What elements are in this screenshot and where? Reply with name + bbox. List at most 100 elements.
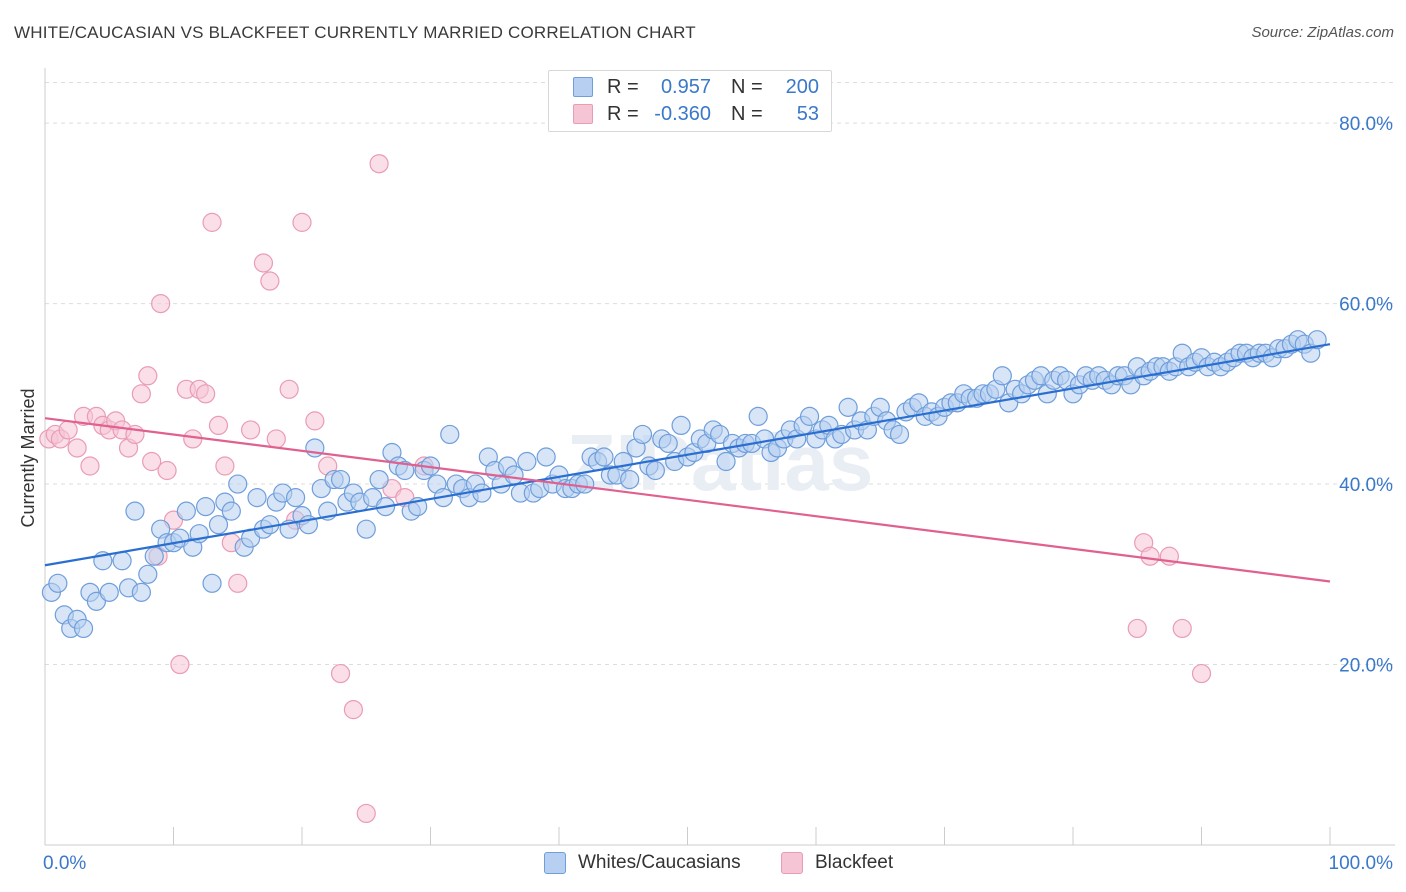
- legend-r-value: 0.957: [660, 75, 711, 98]
- point-blackfeet: [170, 654, 190, 675]
- point-blackfeet: [151, 293, 171, 314]
- point-blackfeet: [266, 429, 286, 449]
- point-whites: [658, 433, 678, 454]
- chart-title: WHITE/CAUCASIAN VS BLACKFEET CURRENTLY M…: [14, 23, 696, 42]
- point-whites: [645, 460, 665, 481]
- point-whites: [73, 618, 94, 639]
- legend-row-blackfeet: R = -0.360 N = 53: [573, 102, 819, 126]
- point-whites: [144, 546, 164, 566]
- point-blackfeet: [1140, 546, 1160, 566]
- point-whites: [125, 501, 145, 521]
- legend-r-value: -0.360: [654, 102, 711, 125]
- point-whites: [176, 501, 196, 521]
- point-blackfeet: [253, 253, 274, 273]
- source-label: Source: ZipAtlas.com: [1251, 24, 1394, 41]
- point-whites: [517, 451, 537, 472]
- legend-n-label: N =: [731, 75, 763, 98]
- point-whites: [247, 487, 267, 508]
- tick-labels: 20.0% 40.0% 60.0% 80.0% 0.0% 100.0%: [43, 114, 1393, 874]
- legend-n-value: 200: [785, 75, 819, 98]
- point-whites: [889, 424, 910, 445]
- point-whites: [356, 519, 376, 539]
- y-tick-label: 40.0%: [1339, 475, 1393, 496]
- point-whites: [99, 582, 119, 602]
- trend-line-blackfeet: [44, 417, 1331, 583]
- y-tick-label: 20.0%: [1339, 656, 1393, 677]
- point-blackfeet: [138, 366, 158, 386]
- point-whites: [620, 469, 640, 490]
- point-whites: [632, 424, 653, 445]
- legend-swatch-blackfeet: [781, 852, 803, 874]
- point-whites: [838, 397, 858, 417]
- x-tick-label: 0.0%: [43, 853, 86, 874]
- legend-n-label: N =: [731, 102, 763, 125]
- point-whites: [992, 366, 1012, 386]
- point-whites: [504, 465, 524, 485]
- x-tick-label: 100.0%: [1329, 853, 1394, 874]
- point-blackfeet: [196, 384, 216, 404]
- point-whites: [138, 564, 158, 584]
- point-whites: [575, 474, 595, 494]
- point-blackfeet: [228, 573, 248, 593]
- point-blackfeet: [241, 420, 261, 440]
- point-blackfeet: [356, 803, 376, 824]
- point-blackfeet: [80, 456, 100, 476]
- point-whites: [330, 469, 351, 490]
- trend-lines: [44, 343, 1331, 583]
- point-blackfeet: [292, 212, 312, 232]
- point-whites: [228, 474, 248, 494]
- point-blackfeet: [208, 415, 229, 436]
- point-whites: [1307, 330, 1327, 350]
- point-blackfeet: [67, 438, 87, 458]
- point-blackfeet: [131, 384, 151, 404]
- point-blackfeet: [183, 429, 203, 449]
- point-blackfeet: [202, 212, 222, 232]
- point-blackfeet: [330, 663, 351, 684]
- point-whites: [395, 460, 415, 481]
- point-whites: [221, 501, 241, 521]
- legend-n-value: 53: [796, 102, 819, 125]
- point-whites: [48, 573, 68, 593]
- point-blackfeet: [157, 460, 177, 481]
- point-blackfeet: [343, 700, 363, 720]
- point-whites: [202, 573, 222, 593]
- correlation-legend: R = 0.957 N = 200 R = -0.360 N = 53: [548, 70, 832, 132]
- point-whites: [536, 447, 556, 467]
- y-tick-label: 80.0%: [1339, 114, 1393, 135]
- point-whites: [594, 447, 614, 467]
- point-blackfeet: [1127, 618, 1147, 639]
- legend-swatch-blackfeet: [573, 104, 593, 124]
- point-blackfeet: [1172, 618, 1192, 639]
- legend-label-blackfeet: Blackfeet: [815, 852, 894, 873]
- point-whites: [440, 424, 460, 445]
- point-whites: [285, 487, 306, 508]
- point-blackfeet: [142, 451, 162, 472]
- legend-swatch-whites: [573, 77, 593, 97]
- y-axis-label: Currently Married: [18, 388, 38, 527]
- legend-item-whites: Whites/Caucasians: [544, 852, 741, 874]
- point-blackfeet: [58, 420, 78, 440]
- legend-item-blackfeet: Blackfeet: [781, 852, 893, 874]
- point-blackfeet: [215, 456, 235, 476]
- point-blackfeet: [305, 411, 325, 431]
- legend-r-label: R =: [607, 102, 639, 125]
- legend-label-whites: Whites/Caucasians: [578, 852, 741, 873]
- point-whites: [112, 551, 132, 571]
- axes: [44, 68, 1395, 846]
- y-tick-label: 60.0%: [1339, 295, 1393, 316]
- point-blackfeet: [369, 154, 389, 174]
- point-whites: [369, 469, 389, 490]
- point-whites: [208, 515, 229, 535]
- trend-line-whites: [44, 343, 1331, 567]
- legend-r-label: R =: [607, 75, 639, 98]
- point-whites: [472, 483, 492, 503]
- point-whites: [671, 415, 691, 436]
- point-whites: [131, 582, 151, 602]
- point-blackfeet: [279, 379, 299, 399]
- point-whites: [196, 497, 216, 517]
- series-whites: [41, 330, 1327, 639]
- legend-swatch-whites: [544, 852, 566, 874]
- point-whites: [716, 451, 736, 472]
- point-whites: [748, 406, 768, 426]
